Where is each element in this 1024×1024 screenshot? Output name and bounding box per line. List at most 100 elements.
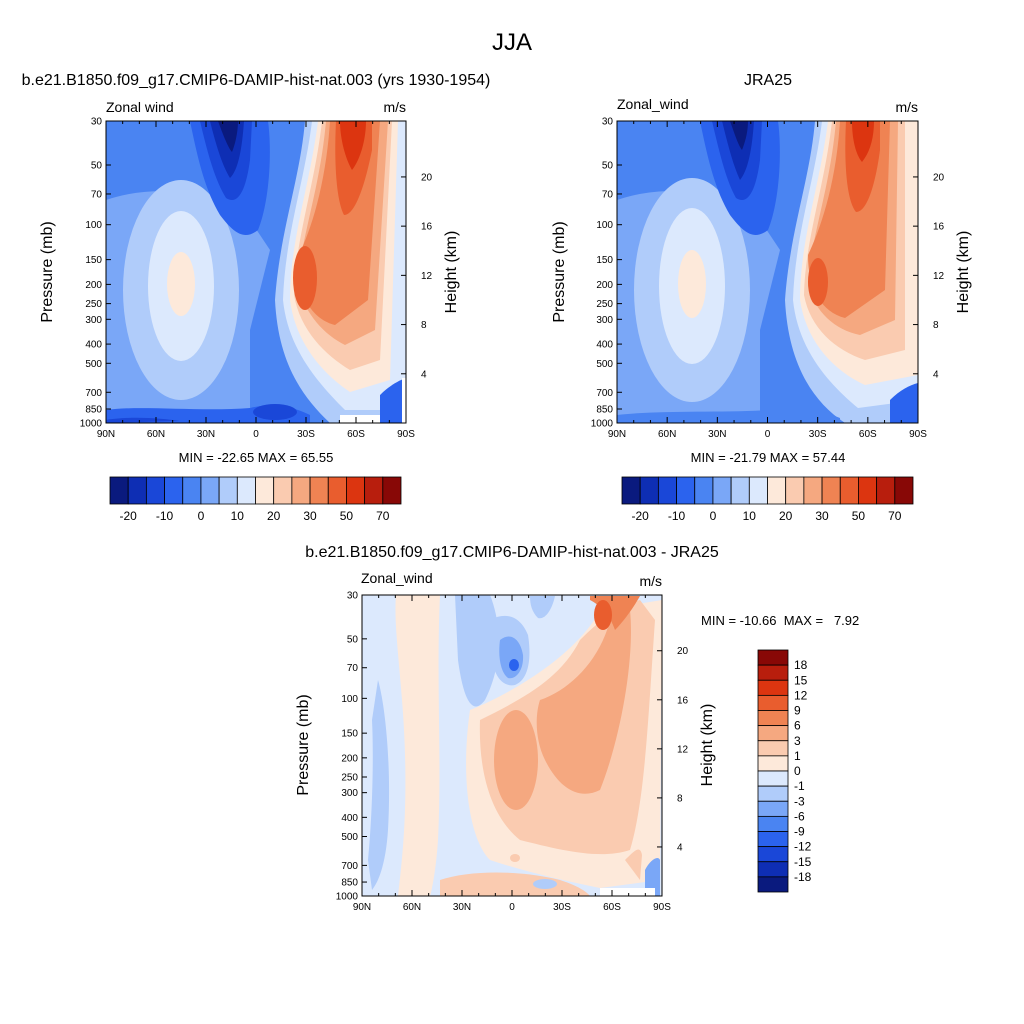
colorbar-label: 10	[743, 509, 757, 523]
x-tick-label: 90S	[653, 902, 671, 913]
colorbar-label: 20	[779, 509, 793, 523]
variable-label: Zonal wind	[106, 99, 174, 115]
colorbar-swatch	[694, 476, 714, 505]
min-max-stats: MIN = -21.79 MAX = 57.44	[691, 450, 846, 465]
y2-axis-label: Height (km)	[443, 231, 460, 314]
x-tick-label: 90N	[97, 429, 115, 440]
colorbar-swatch	[657, 476, 677, 505]
y-axis-label: Pressure (mb)	[39, 221, 56, 322]
y2-tick-label: 8	[933, 320, 939, 331]
colorbar-swatch	[894, 476, 914, 505]
y-tick-label: 50	[602, 160, 614, 171]
y-tick-label: 50	[347, 634, 359, 645]
y-tick-label: 50	[91, 160, 103, 171]
colorbar-swatch	[327, 476, 347, 505]
colorbar-swatch	[757, 755, 789, 772]
y-tick-label: 70	[347, 663, 359, 674]
y-tick-label: 200	[596, 280, 613, 291]
panel-difference: b.e21.B1850.f09_g17.CMIP6-DAMIP-hist-nat…	[295, 544, 859, 913]
colorbar-label: 0	[710, 509, 717, 523]
y-tick-label: 500	[341, 832, 358, 843]
colorbar-label: 50	[852, 509, 866, 523]
colorbar-swatch	[164, 476, 184, 505]
colorbar-label: -15	[794, 855, 812, 869]
y-tick-label: 250	[596, 299, 613, 310]
y-tick-label: 100	[596, 220, 613, 231]
x-tick-label: 60N	[403, 902, 421, 913]
colorbar-swatch	[757, 725, 789, 742]
y2-axis-label: Height (km)	[699, 704, 716, 787]
y-tick-label: 400	[596, 340, 613, 351]
colorbar-swatch	[309, 476, 329, 505]
x-tick-label: 60N	[658, 429, 676, 440]
min-max-stats: MIN = -10.66 MAX = 7.92	[701, 613, 859, 628]
colorbar-swatch	[236, 476, 256, 505]
y2-tick-label: 8	[421, 320, 427, 331]
colorbar-label: 30	[815, 509, 829, 523]
colorbar-swatch	[712, 476, 732, 505]
x-tick-label: 90N	[353, 902, 371, 913]
colorbar-label: 12	[794, 688, 808, 702]
colorbar-label: 0	[198, 509, 205, 523]
min-max-stats: MIN = -22.65 MAX = 65.55	[179, 450, 334, 465]
y2-tick-label: 20	[677, 646, 689, 657]
y-tick-label: 200	[341, 753, 358, 764]
colorbar-swatch	[621, 476, 641, 505]
x-tick-label: 90S	[909, 429, 927, 440]
y-tick-label: 700	[596, 388, 613, 399]
colorbar-swatch	[757, 664, 789, 681]
colorbar-label: -10	[668, 509, 686, 523]
x-tick-label: 90S	[397, 429, 415, 440]
panel-title: JRA25	[744, 72, 792, 89]
y-tick-label: 300	[341, 788, 358, 799]
y-tick-label: 1000	[80, 419, 103, 430]
colorbar-swatch	[639, 476, 659, 505]
y2-tick-label: 16	[933, 222, 945, 233]
colorbar-label: 18	[794, 658, 808, 672]
y-tick-label: 250	[341, 773, 358, 784]
colorbar-swatch	[748, 476, 768, 505]
colorbar-label: -3	[794, 794, 805, 808]
colorbar-swatch	[757, 694, 789, 711]
colorbar-swatch	[291, 476, 311, 505]
colorbar-swatch	[200, 476, 220, 505]
variable-label: Zonal_wind	[361, 570, 433, 586]
colorbar-swatch	[364, 476, 384, 505]
colorbar-label: 0	[794, 764, 801, 778]
y-tick-label: 30	[91, 117, 103, 128]
colorbar-swatch	[109, 476, 129, 505]
y-tick-label: 700	[85, 388, 102, 399]
y-tick-label: 150	[85, 255, 102, 266]
colorbar-swatch	[757, 649, 789, 666]
colorbar-label: 9	[794, 704, 801, 718]
y-tick-label: 150	[341, 729, 358, 740]
colorbar-label: -6	[794, 809, 805, 823]
colorbar-swatch	[757, 846, 789, 863]
panel-title: b.e21.B1850.f09_g17.CMIP6-DAMIP-hist-nat…	[22, 72, 491, 89]
colorbar-label: -10	[156, 509, 174, 523]
colorbar-swatch	[218, 476, 238, 505]
y2-tick-label: 4	[421, 369, 427, 380]
colorbar-swatch	[858, 476, 878, 505]
colorbar-label: 3	[794, 734, 801, 748]
y-tick-label: 100	[85, 220, 102, 231]
colorbar-swatch	[255, 476, 275, 505]
colorbar-label: -1	[794, 779, 805, 793]
colorbar-swatch	[757, 710, 789, 727]
colorbar-label: 70	[888, 509, 902, 523]
panel-model: b.e21.B1850.f09_g17.CMIP6-DAMIP-hist-nat…	[22, 72, 491, 523]
colorbar-label: -18	[794, 870, 812, 884]
x-tick-label: 60N	[147, 429, 165, 440]
colorbar-swatch	[757, 831, 789, 848]
y2-axis-label: Height (km)	[955, 231, 972, 314]
colorbar-swatch	[182, 476, 202, 505]
colorbar-swatch	[145, 476, 165, 505]
y-tick-label: 30	[347, 591, 359, 602]
y2-tick-label: 16	[421, 222, 433, 233]
y2-tick-label: 8	[677, 793, 683, 804]
units-label: m/s	[639, 573, 662, 589]
colorbar-swatch	[757, 815, 789, 832]
colorbar-swatch	[757, 861, 789, 878]
contour-field	[617, 121, 918, 423]
